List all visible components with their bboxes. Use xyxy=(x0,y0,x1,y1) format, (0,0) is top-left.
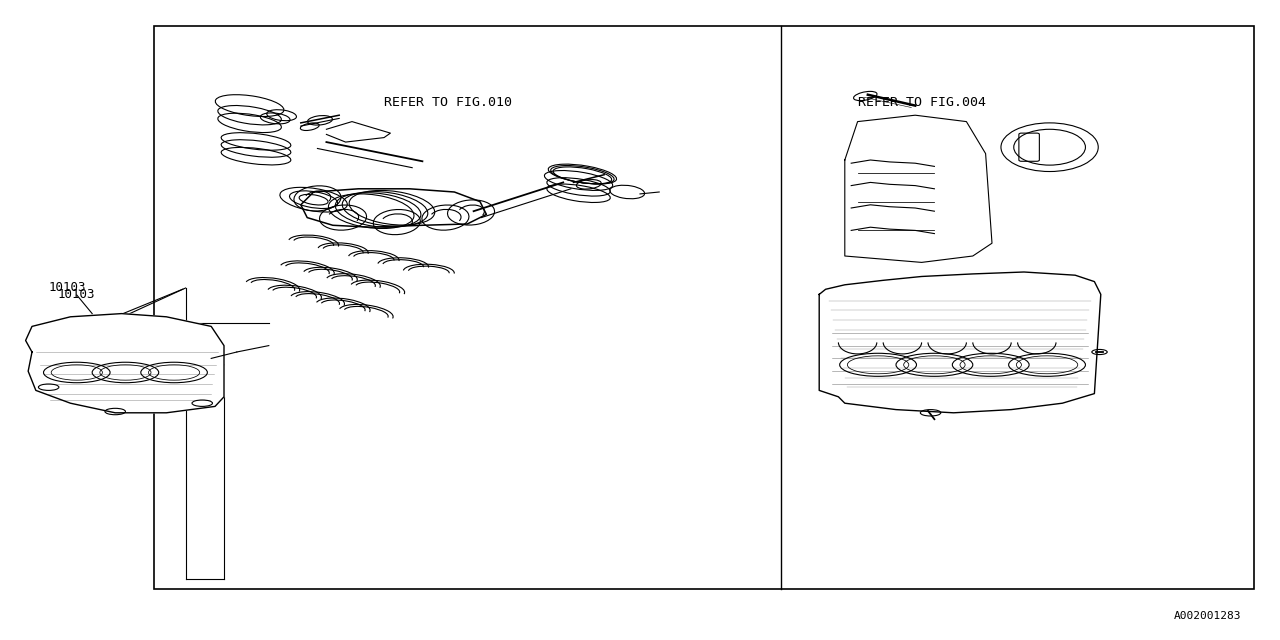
Text: REFER TO FIG.010: REFER TO FIG.010 xyxy=(384,96,512,109)
Text: REFER TO FIG.004: REFER TO FIG.004 xyxy=(858,96,986,109)
Polygon shape xyxy=(26,314,224,413)
Text: A002001283: A002001283 xyxy=(1174,611,1242,621)
Polygon shape xyxy=(845,115,992,262)
Text: 10103: 10103 xyxy=(58,288,95,301)
Text: 10103: 10103 xyxy=(49,282,86,294)
Bar xyxy=(154,26,1254,589)
Polygon shape xyxy=(819,272,1101,413)
